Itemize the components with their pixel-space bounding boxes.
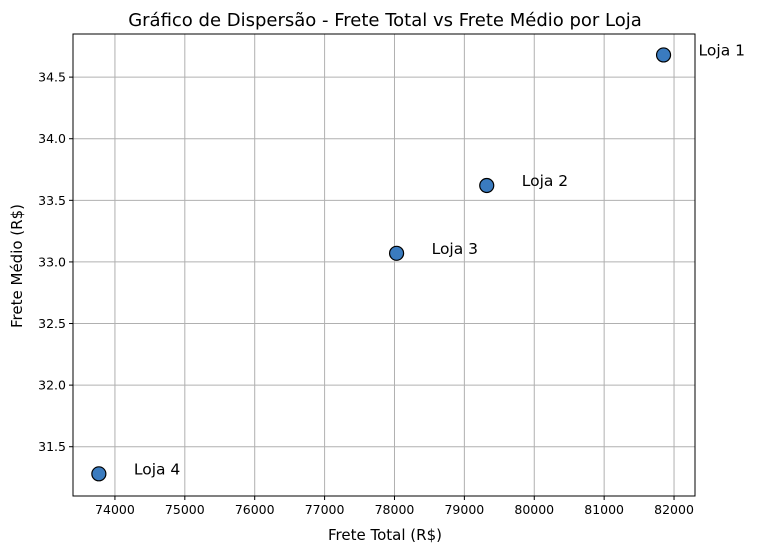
point-labels: Loja 1 Loja 2 Loja 3 Loja 4 [134, 41, 745, 478]
chart-title: Gráfico de Dispersão - Frete Total vs Fr… [128, 10, 642, 31]
y-tick-label: 32.0 [38, 378, 66, 393]
data-point [388, 245, 405, 261]
y-axis-label: Frete Médio (R$) [8, 204, 26, 328]
x-tick-label: 76000 [235, 502, 275, 517]
x-tick-label: 81000 [584, 502, 624, 517]
x-axis-label: Frete Total (R$) [328, 526, 442, 544]
x-tick-label: 74000 [95, 502, 135, 517]
x-tick-label: 82000 [654, 502, 694, 517]
x-tick-label: 79000 [444, 502, 484, 517]
x-axis: 74000 75000 76000 77000 78000 79000 80000 81000… [95, 496, 694, 517]
data-point [655, 47, 672, 63]
y-tick-label: 33.5 [38, 193, 66, 208]
point-label: Loja 2 [522, 172, 568, 190]
data-point [91, 466, 107, 482]
x-tick-label: 75000 [165, 502, 205, 517]
x-tick-label: 78000 [375, 502, 415, 517]
point-label: Loja 4 [134, 460, 180, 478]
y-tick-label: 31.5 [38, 439, 66, 454]
plot-frame [72, 33, 696, 497]
y-tick-label: 32.5 [38, 316, 66, 331]
y-tick-label: 34.5 [38, 70, 66, 85]
point-label: Loja 3 [432, 240, 478, 258]
y-axis: 31.5 32.0 32.5 33.0 33.5 34.0 34.5 [38, 70, 73, 454]
x-tick-label: 80000 [514, 502, 554, 517]
data-points [91, 47, 672, 482]
x-tick-label: 77000 [305, 502, 345, 517]
y-tick-label: 33.0 [38, 254, 66, 269]
grid [73, 34, 695, 496]
point-label: Loja 1 [699, 41, 745, 59]
data-point [479, 177, 495, 194]
y-tick-label: 34.0 [38, 131, 66, 146]
